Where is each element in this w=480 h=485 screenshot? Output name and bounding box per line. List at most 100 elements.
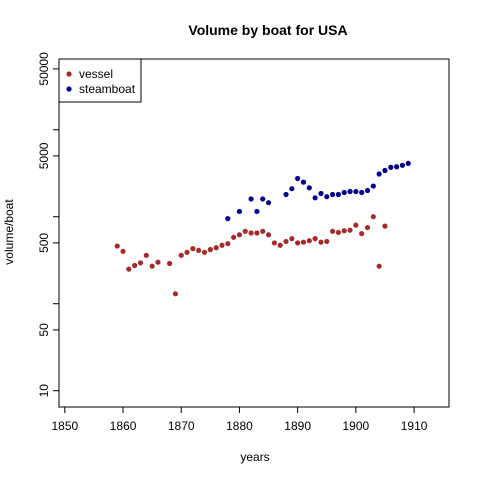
vessel-point	[312, 236, 318, 242]
vessel-point	[231, 234, 237, 240]
steamboat-point	[347, 188, 353, 195]
vessel-point	[277, 242, 283, 248]
legend-label-steamboat: steamboat	[79, 82, 136, 96]
steamboat-point	[341, 189, 347, 196]
steamboat-point	[353, 188, 359, 195]
vessel-point	[347, 227, 353, 233]
vessel-point	[242, 228, 248, 234]
steamboat-point	[295, 175, 301, 182]
steamboat-point	[335, 191, 342, 198]
x-tick-label: 1890	[284, 419, 311, 433]
vessel-point	[329, 228, 336, 234]
vessel-point	[271, 240, 277, 246]
vessel-point	[295, 240, 301, 246]
y-tick-label: 5000	[37, 142, 51, 169]
x-tick-label: 1880	[226, 419, 253, 433]
vessel-point	[178, 252, 184, 258]
vessel-point	[306, 238, 312, 244]
vessel-point	[132, 262, 138, 269]
vessel-point	[225, 241, 231, 247]
x-tick-label: 1910	[401, 419, 428, 433]
x-axis: 1850 1860 1870 1880 1890 1900 1910	[51, 407, 428, 433]
y-tick-label: 50	[37, 323, 51, 337]
steamboat-point	[388, 164, 394, 170]
vessel-point	[149, 263, 155, 269]
plot-area-frame	[58, 58, 450, 408]
vessel-point	[254, 230, 260, 236]
steamboat-point	[300, 179, 307, 185]
vessel-point	[370, 214, 376, 220]
steamboat-point	[289, 186, 295, 192]
steamboat-point	[364, 187, 371, 194]
steamboat-point	[405, 160, 411, 167]
legend-label-vessel: vessel	[79, 67, 113, 81]
chart-title: Volume by boat for USA	[188, 22, 347, 38]
vessel-point	[120, 248, 126, 254]
steamboat-point	[236, 208, 243, 215]
vessel-point	[172, 291, 179, 297]
vessel-point	[335, 229, 342, 236]
vessel-point	[219, 242, 225, 248]
vessel-point	[114, 243, 120, 249]
vessel-point	[196, 247, 202, 254]
steamboat-point	[318, 190, 324, 197]
steamboat-point	[312, 195, 318, 201]
vessel-point	[341, 228, 347, 234]
steamboat-point	[359, 189, 365, 196]
vessel-point	[300, 239, 307, 245]
vessel-point	[260, 228, 266, 234]
steamboat-point	[265, 200, 272, 206]
steamboat-point	[399, 162, 406, 168]
x-tick-label: 1860	[110, 419, 137, 433]
steamboat-point	[306, 185, 312, 191]
y-axis: 10 50 500 5000 50000	[37, 52, 59, 397]
vessel-point	[353, 222, 359, 228]
vessel-point	[283, 238, 289, 245]
vessel-point	[213, 245, 219, 251]
x-tick-label: 1850	[51, 419, 78, 433]
legend-marker-steamboat	[66, 86, 72, 92]
vessel-point	[248, 230, 254, 236]
data-points	[114, 160, 411, 297]
y-tick-label: 10	[37, 384, 51, 398]
vessel-point	[265, 232, 272, 238]
steamboat-point	[324, 194, 330, 200]
vessel-point	[201, 249, 208, 255]
vessel-point	[166, 260, 173, 267]
steamboat-point	[254, 208, 260, 215]
y-tick-label: 50000	[37, 52, 51, 86]
y-axis-label: volume/boat	[2, 199, 16, 265]
vessel-point	[364, 224, 371, 231]
steamboat-point	[260, 196, 266, 202]
x-tick-label: 1870	[168, 419, 195, 433]
steamboat-point	[376, 171, 382, 177]
steamboat-point	[225, 216, 231, 222]
vessel-point	[382, 223, 388, 229]
vessel-point	[190, 246, 196, 252]
vessel-point	[207, 246, 213, 253]
vessel-point	[184, 249, 190, 255]
legend-marker-vessel	[66, 71, 72, 77]
vessel-point	[137, 260, 144, 266]
vessel-point	[155, 259, 161, 265]
vessel-point	[236, 232, 243, 238]
y-tick-label: 500	[37, 233, 51, 253]
steamboat-point	[382, 167, 388, 174]
steamboat-point	[248, 196, 254, 202]
steamboat-point	[283, 191, 289, 198]
vessel-point	[324, 238, 330, 245]
vessel-point	[376, 263, 382, 269]
legend-box	[58, 58, 142, 103]
vessel-point	[126, 266, 132, 272]
vessel-point	[289, 236, 295, 242]
vessel-point	[143, 252, 149, 258]
steamboat-point	[370, 183, 376, 189]
steamboat-point	[329, 191, 336, 198]
vessel-point	[318, 239, 324, 245]
vessel-point	[359, 230, 365, 237]
x-tick-label: 1900	[343, 419, 370, 433]
steamboat-point	[394, 164, 400, 170]
x-axis-label: years	[240, 450, 269, 464]
